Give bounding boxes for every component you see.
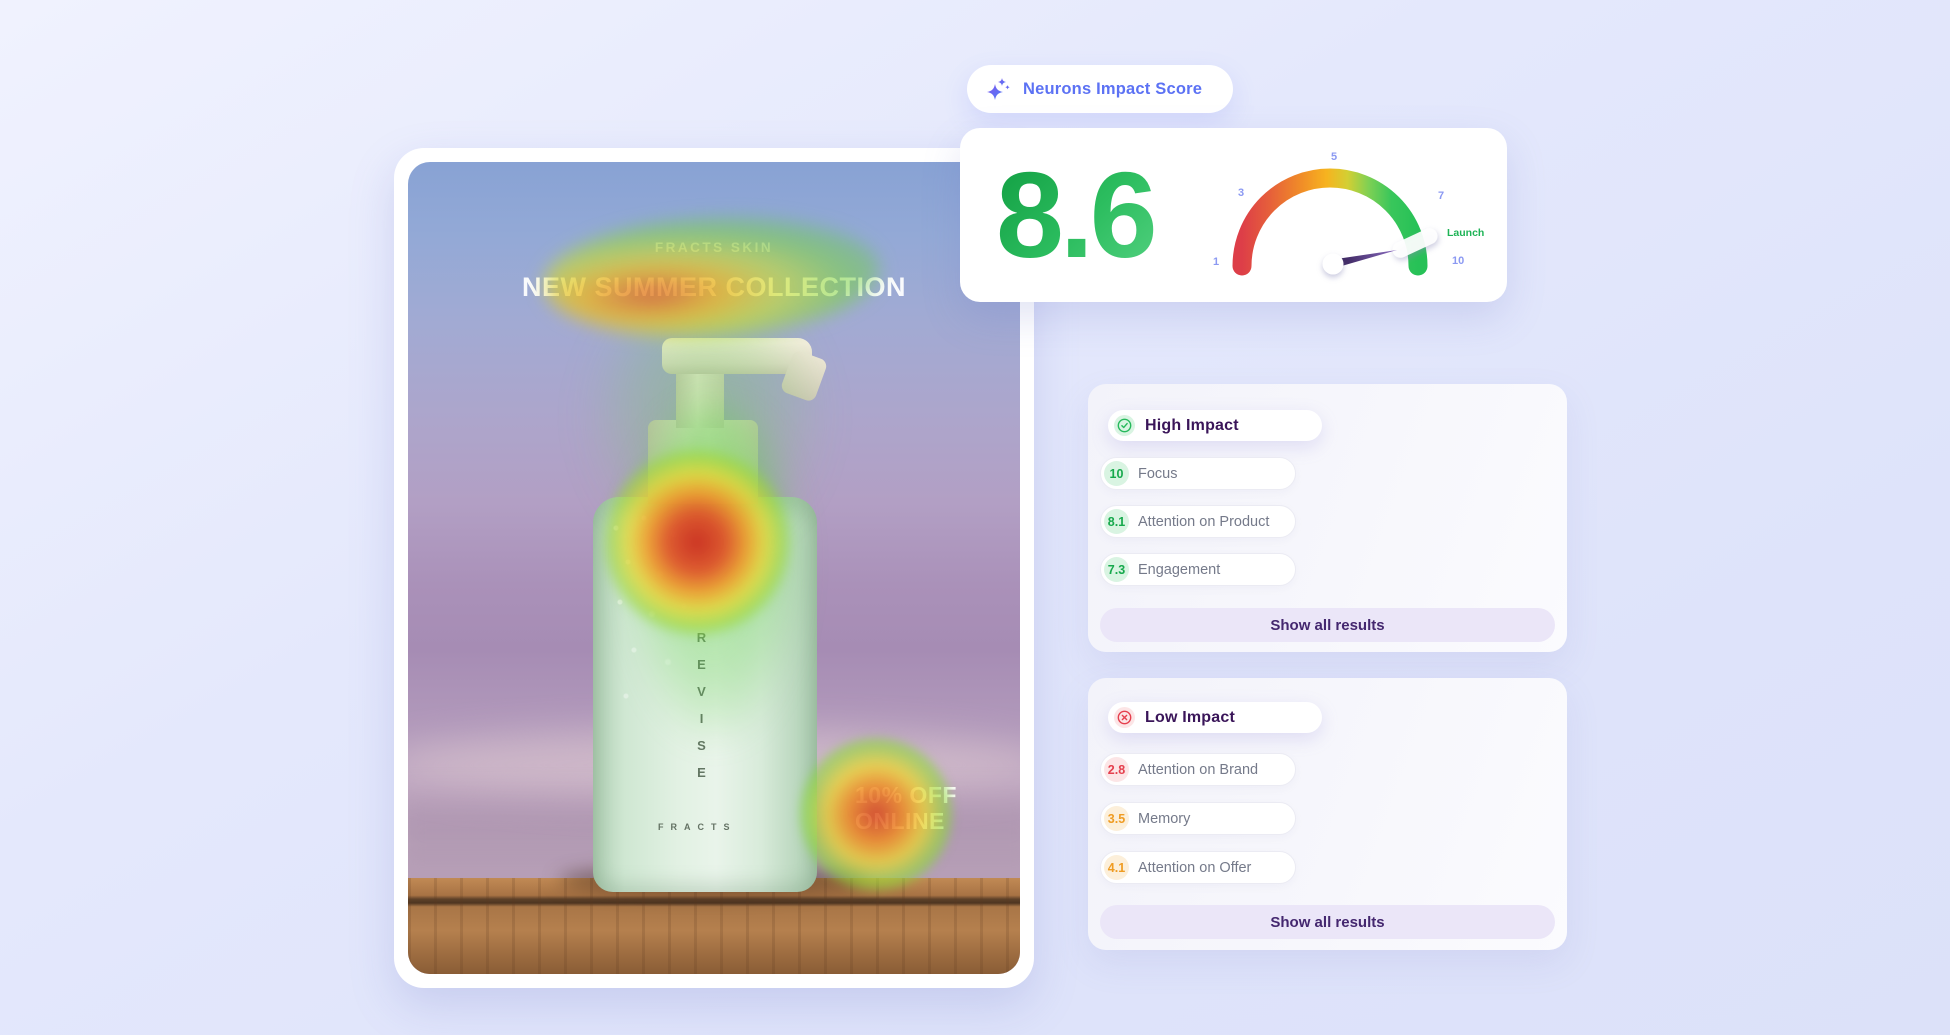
impact-score-gauge: 1 3 5 7 10 Launch bbox=[1213, 151, 1484, 276]
metric-score-badge: 10 bbox=[1104, 461, 1129, 486]
metric-label: Attention on Product bbox=[1138, 513, 1270, 530]
metric-label: Attention on Offer bbox=[1138, 859, 1252, 876]
gauge-launch-label: Launch bbox=[1447, 227, 1484, 239]
impact-score-card: 8.6 1 3 5 7 10 Launch bbox=[960, 128, 1507, 302]
impact-score-value: 8.6 bbox=[996, 136, 1158, 294]
ad-creative-card: REVISE FRACTS FRACTS SKIN NEW SUMMER COL… bbox=[394, 148, 1034, 988]
high-impact-title: High Impact bbox=[1145, 416, 1239, 434]
metric-row-memory: 3.5 Memory bbox=[1100, 802, 1296, 835]
gauge-tick-1: 1 bbox=[1213, 256, 1219, 268]
metric-score-badge: 3.5 bbox=[1104, 806, 1129, 831]
gauge-threshold-marker bbox=[1392, 228, 1438, 258]
check-circle-icon bbox=[1114, 415, 1135, 436]
gauge-needle bbox=[1333, 250, 1397, 269]
bottle-vertical-text: REVISE bbox=[694, 630, 709, 792]
metric-score-badge: 4.1 bbox=[1104, 855, 1129, 880]
metric-label: Engagement bbox=[1138, 561, 1221, 578]
bottle-brand-text: FRACTS bbox=[658, 822, 737, 832]
metric-row-focus: 10 Focus bbox=[1100, 457, 1296, 490]
metric-row-attention-offer: 4.1 Attention on Offer bbox=[1100, 851, 1296, 884]
gauge-needle-pivot bbox=[1322, 253, 1344, 275]
ad-offer-text: 10% OFF ONLINE bbox=[855, 782, 957, 834]
low-impact-card: Low Impact 2.8 Attention on Brand 3.5 Me… bbox=[1088, 678, 1567, 950]
metric-label: Focus bbox=[1138, 465, 1178, 482]
ad-brand-text: FRACTS SKIN bbox=[654, 240, 774, 255]
high-impact-card: High Impact 10 Focus 8.1 Attention on Pr… bbox=[1088, 384, 1567, 652]
offer-line-1: 10% OFF bbox=[855, 782, 957, 808]
condensation-droplets bbox=[604, 510, 734, 720]
metric-score-badge: 8.1 bbox=[1104, 509, 1129, 534]
metric-row-attention-product: 8.1 Attention on Product bbox=[1100, 505, 1296, 538]
low-impact-title: Low Impact bbox=[1145, 708, 1236, 726]
metric-row-engagement: 7.3 Engagement bbox=[1100, 553, 1296, 586]
gauge-tick-7: 7 bbox=[1438, 190, 1444, 202]
metric-row-attention-brand: 2.8 Attention on Brand bbox=[1100, 753, 1296, 786]
neurons-impact-score-pill: Neurons Impact Score bbox=[967, 65, 1233, 113]
bottle-neck bbox=[648, 420, 758, 504]
sparkles-icon bbox=[987, 78, 1010, 100]
show-all-results-button-low[interactable]: Show all results bbox=[1100, 905, 1555, 939]
ad-photo: REVISE FRACTS FRACTS SKIN NEW SUMMER COL… bbox=[408, 162, 1020, 974]
high-impact-header: High Impact bbox=[1108, 410, 1322, 441]
metric-score-badge: 2.8 bbox=[1104, 757, 1129, 782]
gauge-tick-10: 10 bbox=[1452, 255, 1464, 267]
wood-table bbox=[408, 878, 1020, 974]
gauge-arc bbox=[1232, 168, 1428, 276]
metric-label: Memory bbox=[1138, 810, 1191, 827]
neurons-impact-score-label: Neurons Impact Score bbox=[1023, 79, 1203, 98]
gauge-tick-3: 3 bbox=[1238, 187, 1244, 199]
metric-score-badge: 7.3 bbox=[1104, 557, 1129, 582]
show-all-results-button-high[interactable]: Show all results bbox=[1100, 608, 1555, 642]
metric-label: Attention on Brand bbox=[1138, 761, 1259, 778]
low-impact-header: Low Impact bbox=[1108, 702, 1322, 733]
offer-line-2: ONLINE bbox=[855, 808, 945, 834]
x-circle-icon bbox=[1114, 707, 1135, 728]
gauge-tick-5: 5 bbox=[1331, 151, 1337, 163]
ad-headline: NEW SUMMER COLLECTION bbox=[522, 272, 906, 302]
